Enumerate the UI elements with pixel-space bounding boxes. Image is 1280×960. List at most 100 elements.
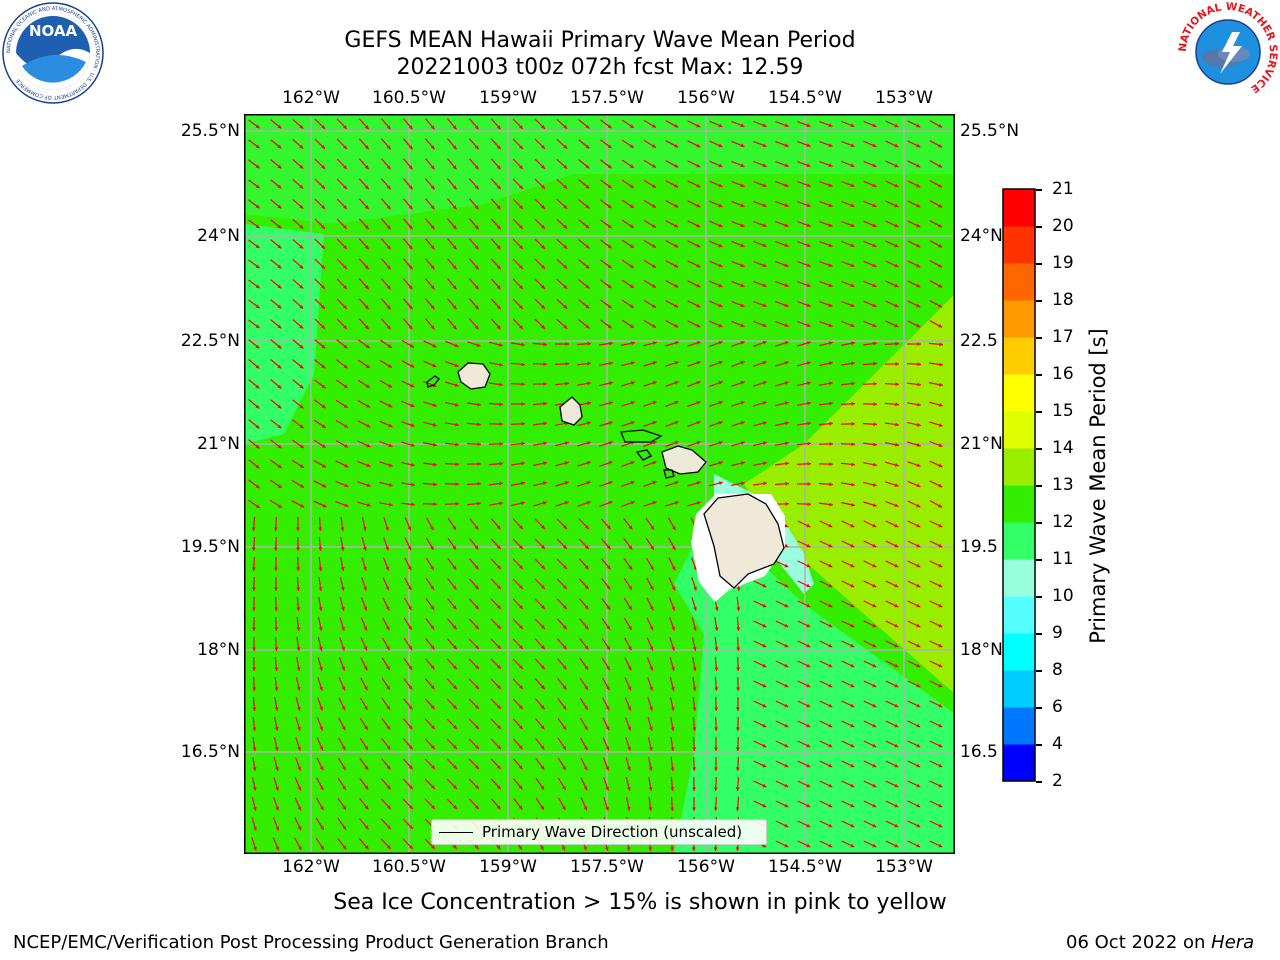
wave-arrow-head	[296, 547, 300, 551]
wave-arrow-head	[453, 765, 457, 769]
wave-arrow-head	[607, 164, 612, 169]
wave-arrow-head	[718, 341, 723, 345]
wave-arrow-head	[714, 607, 719, 611]
wave-arrow-head	[916, 563, 921, 568]
wave-arrow-head	[321, 404, 326, 409]
wave-arrow-head	[650, 545, 654, 550]
wave-arrow-head	[452, 625, 457, 630]
wave-arrow-head	[542, 481, 547, 485]
colorbar-tick: 20	[1052, 216, 1074, 236]
wave-arrow-head	[584, 625, 589, 630]
wave-arrow-head	[541, 285, 545, 289]
wave-arrow-head	[806, 163, 811, 167]
wave-arrow-head	[740, 183, 745, 188]
wave-arrow-head	[785, 421, 789, 426]
wave-arrow-head	[916, 763, 921, 768]
wave-arrow-head	[321, 125, 325, 129]
wave-arrow-head	[541, 125, 545, 129]
wave-arrow-head	[828, 743, 833, 748]
wave-arrow-head	[275, 766, 279, 771]
wave-arrow-head	[274, 607, 278, 611]
wave-arrow-head	[343, 225, 347, 229]
wave-arrow-head	[894, 203, 899, 208]
wave-arrow-head	[917, 362, 921, 367]
wave-arrow-head	[299, 264, 304, 269]
wave-arrow-head	[736, 727, 740, 731]
wave-arrow-head	[652, 381, 657, 385]
wave-arrow-head	[321, 305, 325, 309]
wave-arrow-head	[916, 503, 921, 508]
wave-arrow-head	[607, 304, 612, 309]
wave-arrow-head	[718, 421, 723, 425]
wave-arrow-head	[322, 483, 327, 488]
wave-arrow-head	[648, 807, 653, 811]
wave-arrow-head	[364, 725, 368, 730]
colorbar-tick-mark	[1036, 300, 1042, 302]
wave-arrow-head	[499, 442, 503, 446]
wave-arrow-head	[518, 845, 522, 850]
wave-arrow-head	[497, 585, 501, 590]
wave-arrow-head	[873, 462, 877, 467]
wave-arrow-head	[410, 403, 415, 408]
wave-arrow-head	[718, 461, 723, 465]
wave-arrow-head	[299, 384, 304, 389]
wave-arrow-head	[895, 362, 899, 366]
wave-arrow-head	[713, 807, 718, 811]
wave-arrow-head	[519, 185, 523, 189]
wave-arrow-head	[499, 501, 503, 506]
wave-arrow-head	[452, 605, 457, 610]
wave-arrow-head	[321, 165, 325, 169]
wave-arrow-head	[255, 264, 260, 269]
colorbar-segment	[1003, 633, 1035, 671]
lon-tick-top: 162°W	[282, 88, 340, 108]
wave-arrow-head	[319, 786, 324, 791]
wave-arrow-head	[430, 225, 435, 230]
wave-arrow-head	[916, 523, 921, 528]
wave-arrow-head	[671, 646, 675, 651]
colorbar-segment	[1003, 670, 1035, 708]
wave-arrow-head	[430, 205, 435, 210]
wave-arrow-head	[386, 205, 391, 210]
wave-arrow-head	[872, 523, 877, 528]
wave-arrow-head	[344, 444, 349, 448]
wave-arrow-head	[587, 401, 591, 406]
wave-arrow-head	[894, 783, 899, 788]
wave-arrow-head	[674, 144, 679, 148]
wave-arrow-head	[497, 765, 501, 770]
wave-arrow-head	[850, 763, 855, 768]
wave-arrow-head	[696, 441, 701, 445]
wave-arrow-head	[386, 646, 390, 651]
wave-arrow-head	[894, 803, 899, 808]
wave-arrow-head	[735, 767, 740, 771]
wave-arrow-head	[762, 381, 767, 385]
wave-arrow-head	[696, 163, 701, 168]
wave-arrow-head	[872, 243, 877, 248]
wave-arrow-head	[828, 583, 833, 588]
wave-arrow-head	[784, 203, 789, 207]
wave-direction-arrows	[247, 118, 944, 852]
wave-arrow-head	[652, 421, 657, 425]
colorbar-tick: 9	[1052, 623, 1063, 643]
wave-arrow-head	[430, 705, 435, 710]
wave-arrow-head	[585, 545, 589, 550]
wave-arrow-head	[277, 224, 282, 229]
wave-arrow-head	[386, 765, 391, 770]
wave-arrow-head	[386, 305, 391, 310]
wave-arrow-head	[850, 783, 855, 788]
wave-arrow-head	[740, 421, 745, 425]
wave-arrow-head	[851, 442, 855, 447]
wave-arrow-head	[872, 803, 877, 808]
wave-arrow-head	[872, 763, 877, 768]
wave-arrow-head	[670, 807, 675, 811]
wave-arrow-head	[564, 501, 569, 505]
lat-tick-right: 22.5	[960, 331, 998, 351]
legend-line-swatch	[439, 832, 473, 833]
wave-arrow-head	[696, 341, 701, 345]
wave-arrow-head	[563, 184, 568, 189]
wave-arrow-head	[454, 363, 459, 367]
wave-arrow-head	[670, 847, 674, 851]
wave-arrow-head	[433, 482, 437, 487]
lon-tick-top: 157.5°W	[570, 88, 644, 108]
wave-arrow-head	[540, 685, 545, 690]
wave-arrow-head	[762, 263, 767, 267]
